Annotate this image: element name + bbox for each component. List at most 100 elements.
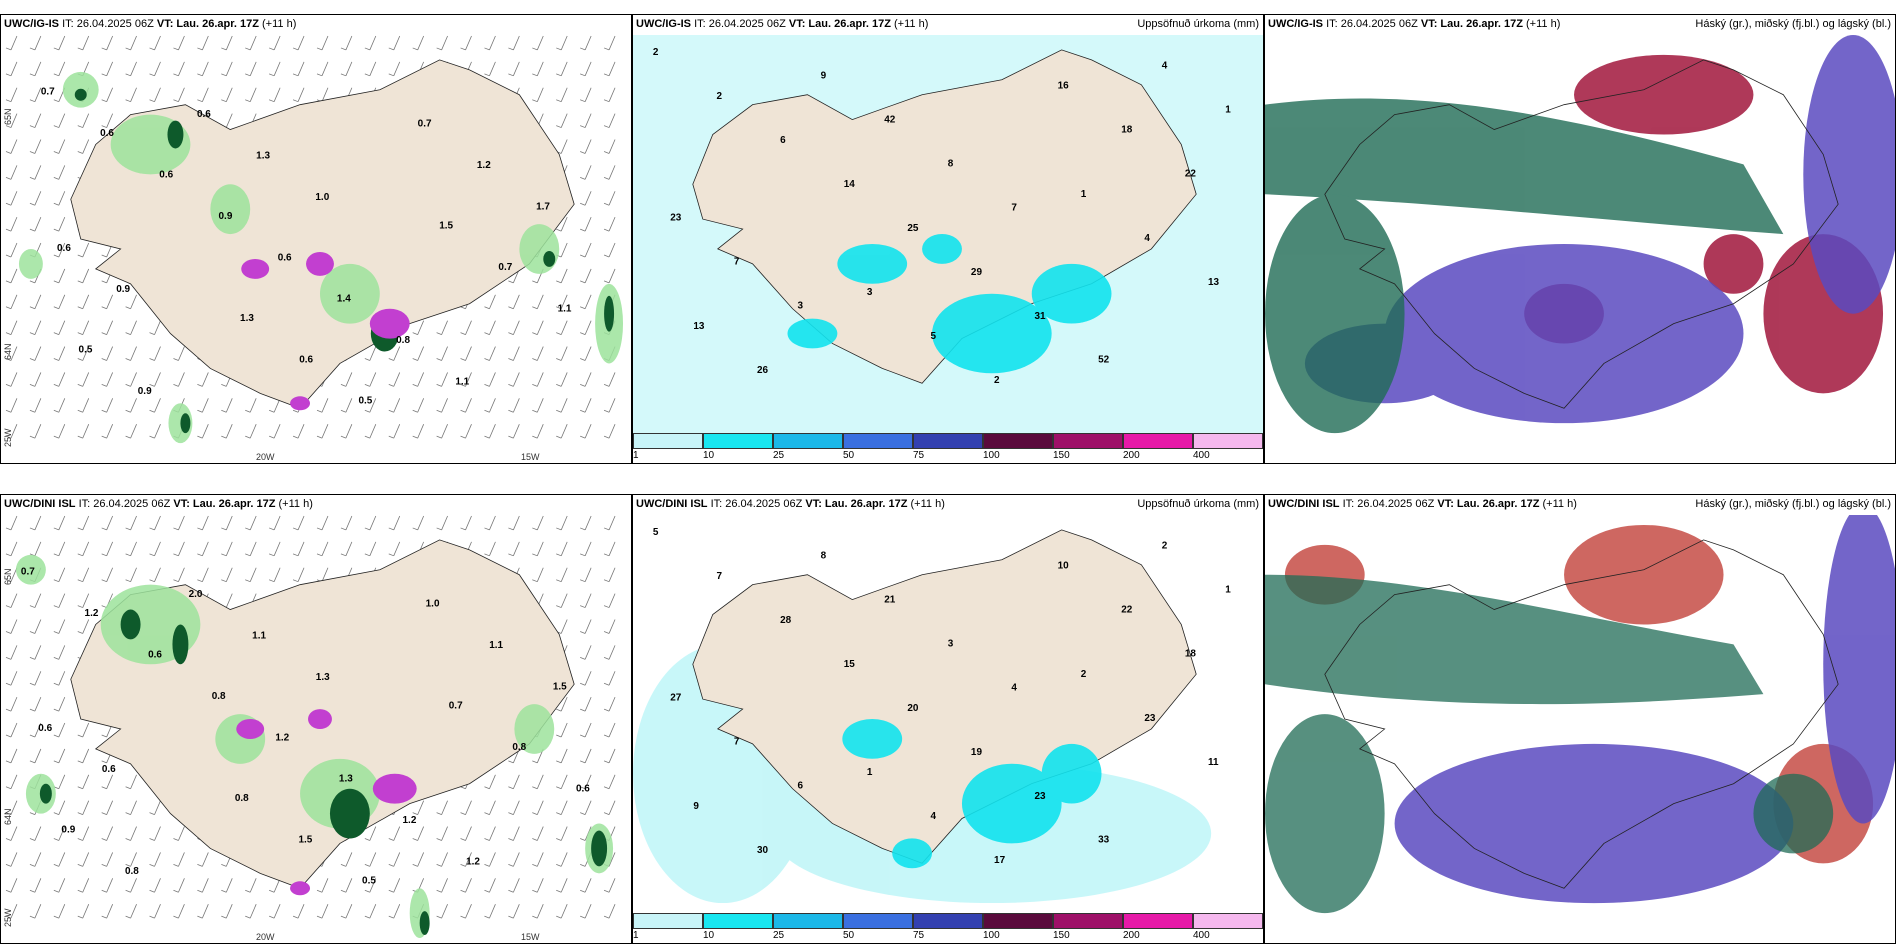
wind-barb-icon — [197, 567, 209, 583]
wind-barb-icon — [340, 398, 353, 413]
wind-barb-icon — [245, 424, 257, 439]
value-label: 0.6 — [576, 783, 590, 794]
value-label: 8 — [821, 551, 827, 562]
value-label: 13 — [1208, 277, 1220, 288]
wind-barb-icon — [388, 35, 401, 51]
colorbar-swatch — [1053, 433, 1123, 449]
wind-barb-icon — [77, 320, 90, 335]
value-label: 1.4 — [337, 294, 351, 305]
wind-barb-icon — [292, 515, 305, 531]
wind-barb-icon — [508, 878, 520, 893]
value-label: 5 — [930, 331, 936, 342]
wind-barb-icon — [101, 515, 114, 531]
wind-barb-icon — [460, 346, 472, 361]
wind-barb-icon — [556, 87, 568, 103]
wind-barb-icon — [173, 904, 185, 919]
panel-precip-ig: UWC/IG-IS IT: 26.04.2025 06Z VT: Lau. 26… — [632, 14, 1264, 464]
valid-time: VT: Lau. 26.apr. 17Z — [1437, 498, 1540, 510]
wind-barb-icon — [292, 424, 305, 439]
wind-barb-icon — [149, 800, 161, 815]
wind-barb-icon — [484, 35, 496, 51]
value-label: 9 — [821, 71, 827, 82]
value-label: 31 — [1035, 311, 1047, 322]
colorbar-label: 100 — [983, 450, 1000, 461]
wind-barb-icon — [484, 294, 496, 310]
value-label: 2 — [1081, 669, 1087, 680]
map-wind: 0.7 0.8 0.7 1.2 1.5 0.8 0.6 0.5 0.6 0.8 1.0 0.9 1.2 1… — [1, 515, 631, 943]
wind-barb-icon — [5, 593, 18, 608]
wind-barb-icon — [364, 878, 377, 893]
value-label: 1.3 — [240, 313, 254, 324]
wind-barb-icon — [101, 878, 114, 893]
wind-barb-icon — [508, 398, 520, 413]
wind-barb-icon — [197, 398, 209, 413]
lon-label-20w: 20W — [256, 452, 275, 462]
value-label: 0.7 — [418, 119, 432, 130]
value-label: 1.2 — [403, 815, 417, 826]
value-label: 0.6 — [102, 764, 116, 775]
wind-barb-icon — [603, 904, 616, 919]
wind-barb-icon — [532, 567, 544, 583]
wind-barb-icon — [5, 372, 18, 387]
value-label: 0.8 — [512, 742, 526, 753]
wind-barb-icon — [556, 424, 568, 439]
wind-barb-icon — [53, 294, 66, 310]
wind-barb-icon — [412, 35, 425, 51]
value-label: 0.9 — [61, 825, 75, 836]
wind-barb-icon — [101, 398, 114, 413]
value-label: 0.7 — [449, 701, 463, 712]
wind-barb-icon — [125, 878, 137, 893]
wind-barb-icon — [412, 852, 425, 867]
wind-barb-icon — [436, 904, 448, 919]
wind-barb-icon — [197, 87, 209, 103]
wind-barb-icon — [436, 878, 448, 893]
wind-barb-icon — [460, 852, 472, 867]
lead-time: (+11 h) — [262, 18, 297, 30]
wind-barb-icon — [364, 904, 377, 919]
wind-barb-icon — [532, 878, 544, 893]
wind-barb-icon — [53, 671, 66, 686]
wind-barb-icon — [29, 722, 42, 738]
wind-barb-icon — [603, 774, 616, 790]
wind-barb-icon — [508, 852, 520, 867]
colorbar-label: 100 — [983, 930, 1000, 941]
wind-barb-icon — [603, 372, 616, 387]
wind-barb-icon — [603, 398, 616, 413]
wind-barb-icon — [460, 398, 472, 413]
wind-barb-icon — [125, 398, 137, 413]
wind-barb-icon — [580, 242, 592, 258]
wind-barb-icon — [364, 515, 377, 531]
wind-barb-icon — [245, 515, 257, 531]
wind-barb-icon — [532, 904, 544, 919]
wind-barb-icon — [77, 800, 90, 815]
colorbar-label: 75 — [913, 930, 925, 941]
wind-barb-icon — [603, 35, 616, 51]
wind-barb-icon — [388, 826, 401, 841]
wind-barb-icon — [292, 904, 305, 919]
colorbar-swatch — [1193, 433, 1263, 449]
value-label: 0.8 — [125, 866, 139, 877]
colorbar-swatch — [1193, 913, 1263, 929]
wind-barb-icon — [149, 826, 161, 841]
wind-barb-icon — [580, 424, 592, 439]
value-label: 18 — [1185, 649, 1197, 660]
colorbar-swatch — [913, 433, 983, 449]
wind-barb-icon — [580, 722, 592, 738]
colorbar-label: 25 — [773, 930, 785, 941]
lon-label-25w: 25W — [3, 428, 13, 447]
wind-barb-icon — [77, 35, 90, 51]
wind-barb-icon — [29, 372, 42, 387]
wind-barb-icon — [77, 826, 90, 841]
wind-barb-icon — [125, 35, 137, 51]
wind-barb-icon — [580, 515, 592, 531]
wind-barb-icon — [532, 774, 544, 790]
wind-barb-icon — [556, 346, 568, 361]
wind-barb-icon — [101, 346, 114, 361]
value-label: 2 — [717, 91, 723, 102]
panel-header: UWC/IG-IS IT: 26.04.2025 06Z VT: Lau. 26… — [1265, 15, 1895, 35]
wind-barb-icon — [580, 619, 592, 634]
value-label: 10 — [1058, 561, 1070, 572]
init-time: IT: 26.04.2025 06Z — [1342, 498, 1435, 510]
colorbar-swatch — [983, 913, 1053, 929]
wind-barb-icon — [364, 372, 377, 387]
